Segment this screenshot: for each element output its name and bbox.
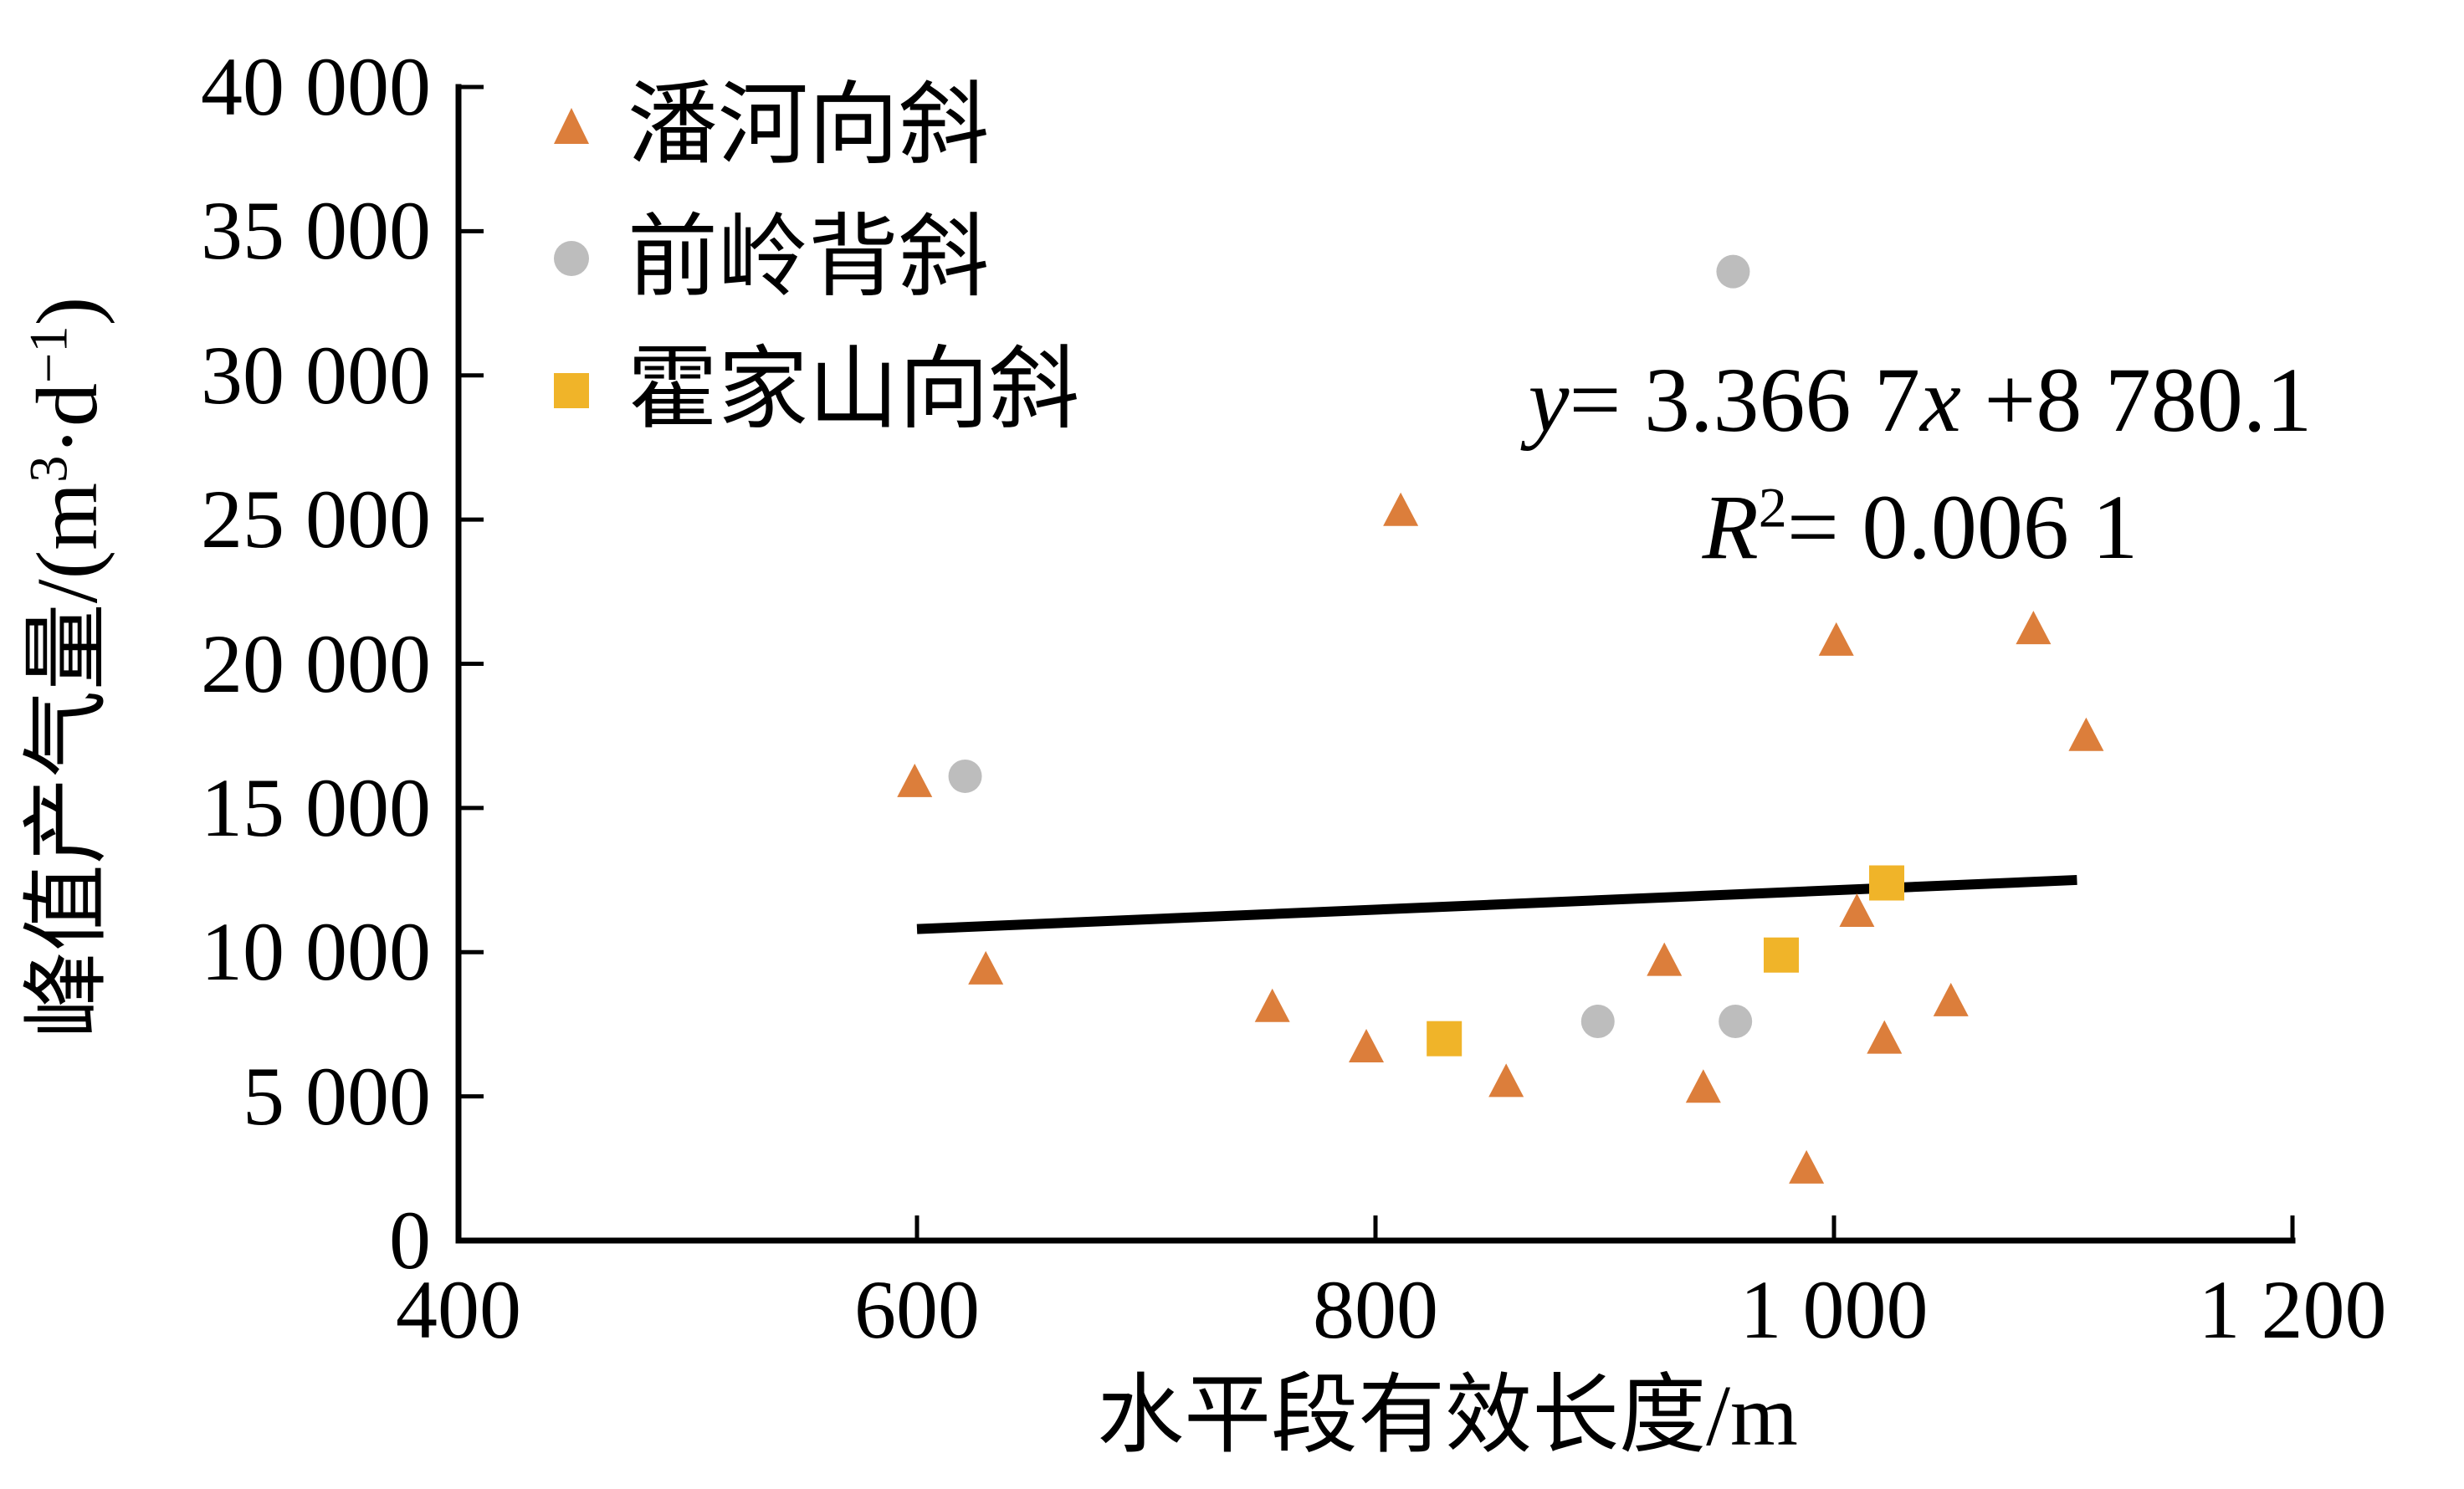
y-axis-title: 峰值产气量/(m3·d−1) (13, 78, 122, 1257)
legend-marker-square-icon (554, 373, 589, 408)
legend-marker-shape (554, 241, 589, 276)
x-tick-label: 800 (1313, 1263, 1438, 1356)
r-variable: R (1702, 476, 1759, 578)
x-tick-label: 1 000 (1739, 1263, 1929, 1356)
r-squared-line: R2= 0.006 1 (1498, 463, 2343, 591)
data-point-circle (948, 759, 982, 793)
data-point-square (1869, 865, 1905, 901)
data-point-circle (1719, 1004, 1753, 1038)
legend-marker-triangle-icon (554, 108, 589, 144)
data-point-triangle (1383, 492, 1419, 526)
y-tick-label: 40 000 (201, 40, 431, 133)
x-tick-label: 600 (854, 1263, 980, 1356)
legend-marker-circle-icon (554, 241, 589, 276)
legend-item: 霍家山向斜 (552, 325, 1079, 457)
legend-item-label: 霍家山向斜 (628, 340, 1080, 440)
data-point-triangle (1839, 893, 1875, 927)
y-axis-title-suffix: ) (19, 296, 115, 326)
legend-marker-shape (554, 373, 589, 408)
data-point-circle (1716, 254, 1750, 289)
regression-equation-line: y= 3.366 7x +8 780.1 (1498, 336, 2343, 463)
legend-marker-shape (554, 108, 589, 144)
axis-spine (455, 84, 2296, 1244)
data-point-square (1763, 937, 1799, 973)
data-point-square (1427, 1021, 1463, 1057)
legend-item-label: 前岭背斜 (628, 208, 990, 308)
r-squared-value: = 0.006 1 (1786, 476, 2139, 578)
y-tick-label: 10 000 (201, 905, 431, 999)
equation-y-variable: y (1528, 349, 1570, 451)
data-point-triangle (1867, 1020, 1903, 1054)
data-point-triangle (2068, 717, 2104, 751)
y-axis-title-sup-minus1: −1 (18, 325, 79, 383)
x-axis-title: 水平段有效长度/m (1097, 1368, 1798, 1464)
data-point-triangle (897, 763, 933, 797)
data-point-triangle (1818, 622, 1854, 656)
y-tick-label: 15 000 (201, 760, 431, 854)
y-tick-label: 5 000 (243, 1049, 431, 1143)
legend: 潘河向斜前岭背斜霍家山向斜 (552, 60, 1079, 457)
y-tick-label: 0 (389, 1194, 431, 1287)
legend-item-label: 潘河向斜 (628, 76, 990, 176)
y-tick-label: 30 000 (201, 328, 431, 422)
y-tick-label: 35 000 (201, 184, 431, 278)
y-tick-label: 20 000 (201, 617, 431, 710)
r-squared-sup: 2 (1758, 475, 1787, 540)
data-point-triangle (1647, 942, 1683, 976)
legend-item: 潘河向斜 (552, 60, 1079, 192)
data-point-triangle (2016, 611, 2052, 645)
equation-body: = 3.366 7 (1569, 349, 1920, 451)
y-axis-title-mid: ·d (19, 382, 115, 456)
y-tick-label: 25 000 (201, 473, 431, 566)
x-tick-label: 400 (396, 1263, 521, 1356)
data-point-triangle (1933, 982, 1969, 1016)
data-point-triangle (1789, 1149, 1825, 1184)
data-point-circle (1580, 1004, 1615, 1038)
x-tick-label: 1 200 (2198, 1263, 2387, 1356)
data-point-triangle (1349, 1029, 1385, 1063)
data-point-triangle (968, 950, 1004, 985)
y-axis-title-text: 峰值产气量/(m (19, 482, 115, 1039)
equation-intercept: +8 780.1 (1960, 349, 2313, 451)
regression-annotation: y= 3.366 7x +8 780.1 R2= 0.006 1 (1498, 336, 2343, 591)
data-point-triangle (1488, 1063, 1524, 1098)
y-axis-title-sup-3: 3 (18, 455, 79, 483)
legend-item: 前岭背斜 (552, 192, 1079, 325)
data-point-triangle (1685, 1069, 1721, 1103)
equation-x-variable: x (1920, 349, 1961, 451)
data-point-triangle (1254, 988, 1290, 1022)
